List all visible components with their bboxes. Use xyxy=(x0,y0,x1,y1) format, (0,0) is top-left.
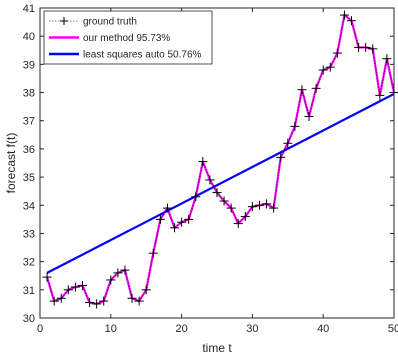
y-tick-label: 31 xyxy=(23,285,35,297)
x-tick-label: 30 xyxy=(246,323,258,335)
ground-truth-point xyxy=(339,10,349,20)
ground-truth-point xyxy=(85,298,95,307)
legend-item: our method 95.73% xyxy=(49,33,170,44)
y-tick-label: 32 xyxy=(23,257,35,269)
ground-truth-point xyxy=(219,196,229,206)
ground-truth-point xyxy=(361,42,371,52)
ground-truth-point xyxy=(191,192,201,202)
x-tick-label: 40 xyxy=(317,323,329,335)
ticks-layer: 0 10 20 30 40 50 30 31 32 33 34 35 36 37 38 39 40 41 xyxy=(23,3,398,335)
ground-truth-point xyxy=(254,200,264,210)
ground-truth-point xyxy=(318,65,328,75)
ground-truth-point xyxy=(77,281,87,291)
ground-truth-point xyxy=(155,214,165,224)
x-tick-label: 0 xyxy=(37,323,43,335)
ground-truth-point xyxy=(99,296,109,306)
ground-truth-point xyxy=(134,296,144,306)
ground-truth-point xyxy=(311,83,321,93)
y-tick-label: 30 xyxy=(23,313,35,325)
ground-truth-point xyxy=(347,16,357,26)
ground-truth-point xyxy=(276,152,286,162)
ground-truth-point xyxy=(177,217,187,227)
series-our-method-line xyxy=(46,13,396,306)
ground-truth-point xyxy=(170,223,180,233)
ground-truth-point xyxy=(198,157,208,167)
ground-truth-point xyxy=(184,214,194,224)
ground-truth-point xyxy=(332,48,342,58)
y-tick-label: 41 xyxy=(23,3,35,15)
ground-truth-point xyxy=(382,54,392,64)
legend-item: least squares auto 50.76% xyxy=(49,50,202,61)
ground-truth-point xyxy=(375,90,385,100)
ground-truth-point xyxy=(205,175,215,185)
ground-truth-point xyxy=(283,138,293,148)
ground-truth-point xyxy=(141,285,151,295)
x-tick-label: 50 xyxy=(388,323,398,335)
ground-truth-point xyxy=(240,212,250,222)
ground-truth-point xyxy=(120,265,130,275)
ground-truth-point xyxy=(290,121,300,131)
ground-truth-point xyxy=(113,268,123,278)
series-least-squares-line xyxy=(46,92,395,274)
ground-truth-point xyxy=(269,203,279,213)
y-tick-label: 39 xyxy=(23,59,35,71)
legend-item: ground truth xyxy=(49,17,137,28)
y-axis-label: forecast f(t) xyxy=(4,133,18,194)
y-tick-label: 33 xyxy=(23,228,35,240)
y-tick-label: 40 xyxy=(23,31,35,43)
ground-truth-point xyxy=(106,275,116,285)
y-tick-label: 35 xyxy=(23,172,35,184)
ground-truth-point xyxy=(325,62,335,72)
ground-truth-point xyxy=(226,203,236,213)
legend-label: least squares auto 50.76% xyxy=(83,50,202,61)
ground-truth-point xyxy=(56,293,66,303)
y-tick-label: 34 xyxy=(23,200,35,212)
ground-truth-point xyxy=(92,299,102,309)
ground-truth-point xyxy=(247,202,257,212)
legend-label: our method 95.73% xyxy=(83,33,170,44)
ground-truth-point xyxy=(148,248,158,258)
legend: ground truth our method 95.73% least squar… xyxy=(43,10,213,65)
series-layer xyxy=(42,10,398,309)
y-tick-label: 37 xyxy=(23,116,35,128)
x-tick-label: 20 xyxy=(175,323,187,335)
ground-truth-point xyxy=(42,272,52,282)
ground-truth-point xyxy=(233,219,243,229)
legend-label: ground truth xyxy=(83,17,137,28)
ground-truth-point xyxy=(212,188,222,198)
y-tick-label: 36 xyxy=(23,144,35,156)
x-tick-label: 10 xyxy=(105,323,117,335)
ground-truth-point xyxy=(368,44,378,54)
x-axis-label: time t xyxy=(202,341,232,354)
ground-truth-point xyxy=(63,285,73,295)
ground-truth-point xyxy=(70,282,80,292)
ground-truth-point xyxy=(49,296,59,306)
ground-truth-point xyxy=(262,199,272,209)
ground-truth-point xyxy=(304,112,314,121)
plot-frame xyxy=(39,7,395,319)
ground-truth-point xyxy=(127,293,137,303)
ground-truth-point xyxy=(297,85,307,95)
y-tick-label: 38 xyxy=(23,88,35,100)
ground-truth-point xyxy=(162,203,172,213)
